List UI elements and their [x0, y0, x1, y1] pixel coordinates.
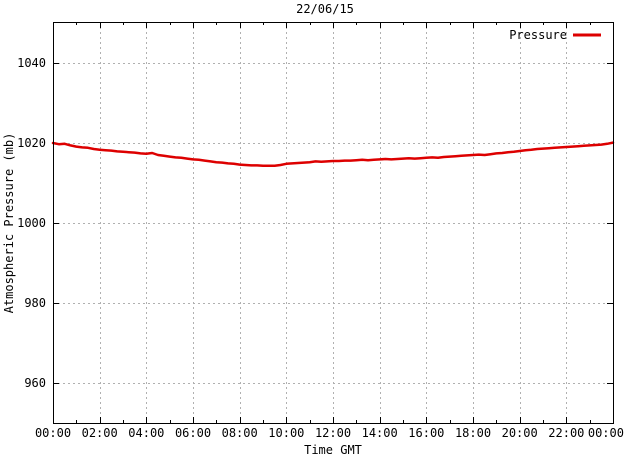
y-tick-label: 1020 [17, 136, 46, 150]
series-layer [51, 141, 615, 168]
x-tick-label: 00:00 [588, 426, 624, 440]
x-tick-label: 04:00 [128, 426, 164, 440]
legend: Pressure [509, 28, 601, 42]
y-tick-label: 1000 [17, 216, 46, 230]
y-tick-label: 980 [24, 296, 46, 310]
plot-border [53, 22, 614, 424]
x-tick-label: 12:00 [315, 426, 351, 440]
y-axis-label: Atmospheric Pressure (mb) [2, 133, 16, 314]
legend-label: Pressure [509, 28, 567, 42]
x-tick-label: 16:00 [408, 426, 444, 440]
x-tick-label: 22:00 [548, 426, 584, 440]
tick-label-layer: 00:00 02:00 04:00 06:00 08:00 10:00 12:00 14:00… [17, 56, 624, 440]
x-tick-label: 08:00 [222, 426, 258, 440]
x-tick-label: 14:00 [362, 426, 398, 440]
grid-layer [53, 22, 613, 423]
pressure-data-line [51, 141, 615, 168]
x-tick-label: 00:00 [35, 426, 71, 440]
x-axis-label: Time GMT [304, 443, 362, 457]
x-tick-label: 06:00 [175, 426, 211, 440]
y-tick-label: 1040 [17, 56, 46, 70]
x-tick-label: 18:00 [455, 426, 491, 440]
x-tick-label: 20:00 [502, 426, 538, 440]
x-tick-label: 10:00 [268, 426, 304, 440]
chart-title: 22/06/15 [296, 2, 354, 16]
y-tick-label: 960 [24, 376, 46, 390]
x-tick-label: 02:00 [82, 426, 118, 440]
